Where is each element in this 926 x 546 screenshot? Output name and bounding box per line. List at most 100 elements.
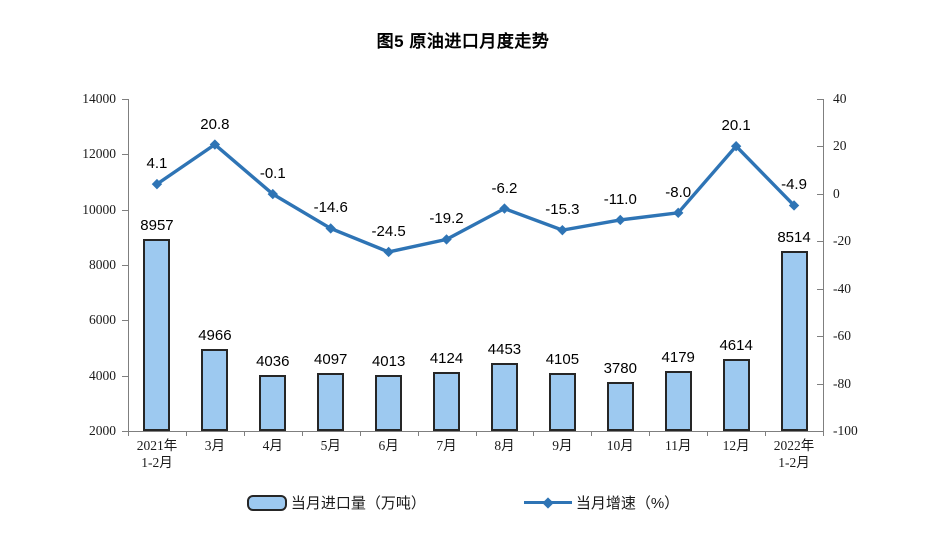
- y-axis-label-left: 12000: [82, 146, 116, 162]
- y-axis-label-right: -100: [833, 423, 858, 438]
- legend-label-growth: 当月增速（%）: [575, 495, 680, 512]
- legend-label-imports: 当月进口量（万吨）: [290, 495, 426, 512]
- bar-value-label: 8514: [777, 228, 811, 246]
- line-value-label: -11.0: [603, 190, 637, 208]
- y-axis-label-right: 0: [833, 185, 840, 201]
- x-axis-category-line: 2022年: [773, 438, 815, 453]
- x-axis-tick: [475, 431, 477, 436]
- line-value-label: -24.5: [371, 222, 406, 240]
- bar: [259, 374, 287, 431]
- line-marker-icon: [557, 224, 568, 236]
- x-axis-category-line: 1-2月: [141, 455, 173, 470]
- y-axis-tick-right: [817, 431, 823, 432]
- legend-item-imports: 当月进口量（万吨）: [246, 492, 426, 513]
- y-axis-label-left: 6000: [89, 312, 116, 328]
- bar-value-label: 4036: [256, 352, 290, 370]
- y-axis-tick-right: [817, 99, 823, 100]
- x-axis-category-label: 9月: [525, 437, 599, 454]
- bar-series-swatch-icon: [246, 494, 287, 511]
- line-value-label: -8.0: [665, 183, 692, 201]
- y-axis-tick-left: [122, 209, 128, 211]
- x-axis-category-line: 2021年: [136, 438, 178, 453]
- x-axis-tick: [417, 431, 419, 436]
- growth-line: [155, 142, 796, 254]
- bar-value-label: 4614: [719, 336, 753, 354]
- y-axis-label-right: -60: [833, 328, 851, 344]
- bar-value-label: 4453: [487, 341, 522, 359]
- y-axis-label-left: 10000: [82, 201, 116, 217]
- line-series-swatch-icon: [523, 496, 572, 509]
- bar-value-label: 4124: [429, 350, 464, 368]
- x-axis-category-label: 5月: [294, 437, 368, 454]
- x-axis-tick: [765, 431, 767, 436]
- x-axis-category-line: 5月: [320, 438, 341, 453]
- line-value-label: 20.1: [721, 117, 751, 135]
- x-axis-tick: [185, 431, 187, 436]
- x-axis-category-label: 11月: [641, 437, 715, 454]
- bar: [606, 381, 634, 431]
- x-axis-tick: [301, 431, 303, 436]
- bar: [664, 370, 692, 431]
- line-marker-icon: [383, 246, 394, 258]
- y-axis-tick-left: [122, 375, 128, 377]
- y-axis-label-right: 20: [833, 138, 847, 154]
- y-axis-tick-right: [817, 193, 823, 195]
- x-axis-category-line: 1-2月: [778, 455, 810, 470]
- line-value-label: -15.3: [545, 201, 580, 219]
- x-axis-category-line: 3月: [204, 438, 225, 453]
- x-axis-category-label: 3月: [178, 437, 252, 454]
- line-marker-icon: [441, 234, 452, 245]
- line-value-label: -14.6: [313, 199, 348, 217]
- bar: [548, 372, 576, 431]
- line-marker-icon: [267, 188, 278, 200]
- x-axis-category-label: 2022年 1-2月: [757, 437, 831, 471]
- x-axis-category-line: 10月: [606, 438, 634, 453]
- y-axis-tick-left: [122, 431, 128, 432]
- bar: [201, 348, 229, 431]
- x-axis-tick: [359, 431, 361, 436]
- line-value-label: -0.1: [259, 165, 286, 183]
- line-value-label: -4.9: [781, 176, 807, 194]
- x-axis-tick: [128, 431, 129, 436]
- line-marker-icon: [788, 200, 800, 211]
- chart-title: 图5 原油进口月度走势: [376, 32, 550, 51]
- x-axis-category-label: 6月: [352, 437, 426, 454]
- bar-value-label: 4097: [314, 350, 348, 368]
- x-axis-category-line: 4月: [262, 438, 283, 453]
- y-axis-right: [823, 99, 824, 431]
- bar-value-label: 4105: [545, 350, 580, 368]
- bar: [433, 372, 461, 431]
- x-axis-category-label: 2021年 1-2月: [120, 437, 194, 471]
- x-axis-category-label: 4月: [236, 437, 310, 454]
- line-value-label: -19.2: [429, 210, 464, 228]
- bar-value-label: 8957: [140, 216, 174, 234]
- x-axis-category-line: 9月: [552, 438, 573, 453]
- line-marker-icon: [673, 207, 684, 219]
- bar-value-label: 4966: [198, 326, 232, 344]
- y-axis-label-right: -20: [833, 233, 851, 249]
- y-axis-tick-right: [817, 383, 823, 385]
- x-axis-category-line: 7月: [436, 438, 457, 453]
- x-axis-category-label: 10月: [583, 437, 657, 454]
- y-axis-tick-left: [122, 320, 128, 322]
- legend: 当月进口量（万吨） 当月增速（%）: [0, 492, 926, 513]
- y-axis-label-right: -80: [833, 375, 851, 391]
- bar: [375, 375, 403, 431]
- bar: [780, 250, 808, 431]
- x-axis-category-line: 11月: [664, 438, 692, 453]
- y-axis-tick-left: [122, 265, 128, 266]
- y-axis-label-left: 2000: [89, 423, 116, 438]
- y-axis-tick-right: [817, 336, 823, 338]
- line-marker-icon: [730, 140, 742, 152]
- y-axis-label-left: 8000: [89, 257, 116, 272]
- x-axis-category-label: 7月: [410, 437, 484, 454]
- x-axis-category-line: 12月: [722, 438, 750, 453]
- x-axis-tick: [591, 431, 593, 436]
- bar-value-label: 4179: [661, 348, 695, 366]
- bar: [317, 372, 345, 431]
- legend-diamond-icon: [542, 496, 554, 509]
- x-axis-tick: [707, 431, 709, 436]
- bar: [490, 363, 518, 431]
